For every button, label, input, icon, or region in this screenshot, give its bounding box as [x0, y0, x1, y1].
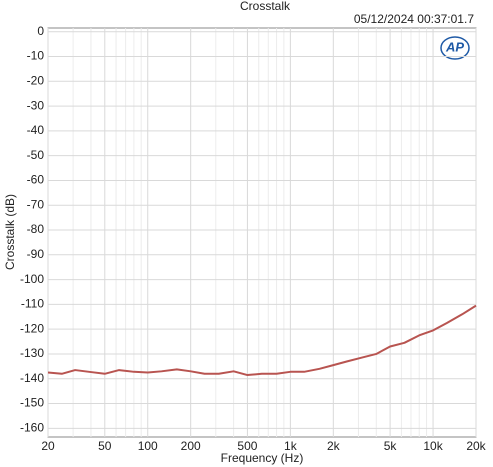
x-tick-label: 100 — [138, 439, 158, 453]
y-tick-label: -110 — [21, 297, 44, 311]
y-tick-label: -150 — [20, 396, 44, 410]
y-tick-label: -130 — [20, 346, 44, 360]
y-tick-label: -40 — [27, 123, 45, 137]
plot-frame — [47, 27, 477, 438]
y-tick-label: 0 — [37, 24, 44, 38]
y-tick-label: -100 — [20, 272, 44, 286]
y-tick-label: -30 — [27, 98, 45, 112]
y-tick-label: -20 — [27, 73, 45, 87]
x-tick-label: 5k — [384, 439, 398, 453]
x-tick-label: 10k — [423, 439, 443, 453]
y-tick-label: -60 — [27, 173, 45, 187]
y-tick-label: -160 — [20, 420, 44, 434]
data-line — [47, 304, 477, 377]
logo: AP — [445, 39, 464, 54]
timestamp: 05/12/2024 00:37:01.7 — [354, 12, 474, 26]
y-tick-label: -70 — [27, 197, 45, 211]
chart-title: Crosstalk — [240, 0, 291, 13]
x-axis-label: Frequency (Hz) — [221, 451, 304, 465]
y-tick-label: -140 — [20, 371, 44, 385]
y-tick-label: -80 — [27, 222, 45, 236]
x-tick-label: 500 — [237, 439, 257, 453]
y-axis-label: Crosstalk (dB) — [3, 194, 17, 270]
y-tick-label: -10 — [27, 49, 45, 63]
x-tick-label: 20 — [41, 439, 55, 453]
y-tick-label: -120 — [20, 321, 44, 335]
y-tick-label: -50 — [27, 148, 45, 162]
x-tick-label: 200 — [181, 439, 201, 453]
x-tick-label: 20k — [466, 439, 486, 453]
logo-ring — [440, 36, 470, 60]
x-tick-label: 50 — [98, 439, 112, 453]
x-tick-label: 2k — [327, 439, 341, 453]
y-tick-label: -90 — [27, 247, 45, 261]
x-tick-label: 1k — [284, 439, 298, 453]
